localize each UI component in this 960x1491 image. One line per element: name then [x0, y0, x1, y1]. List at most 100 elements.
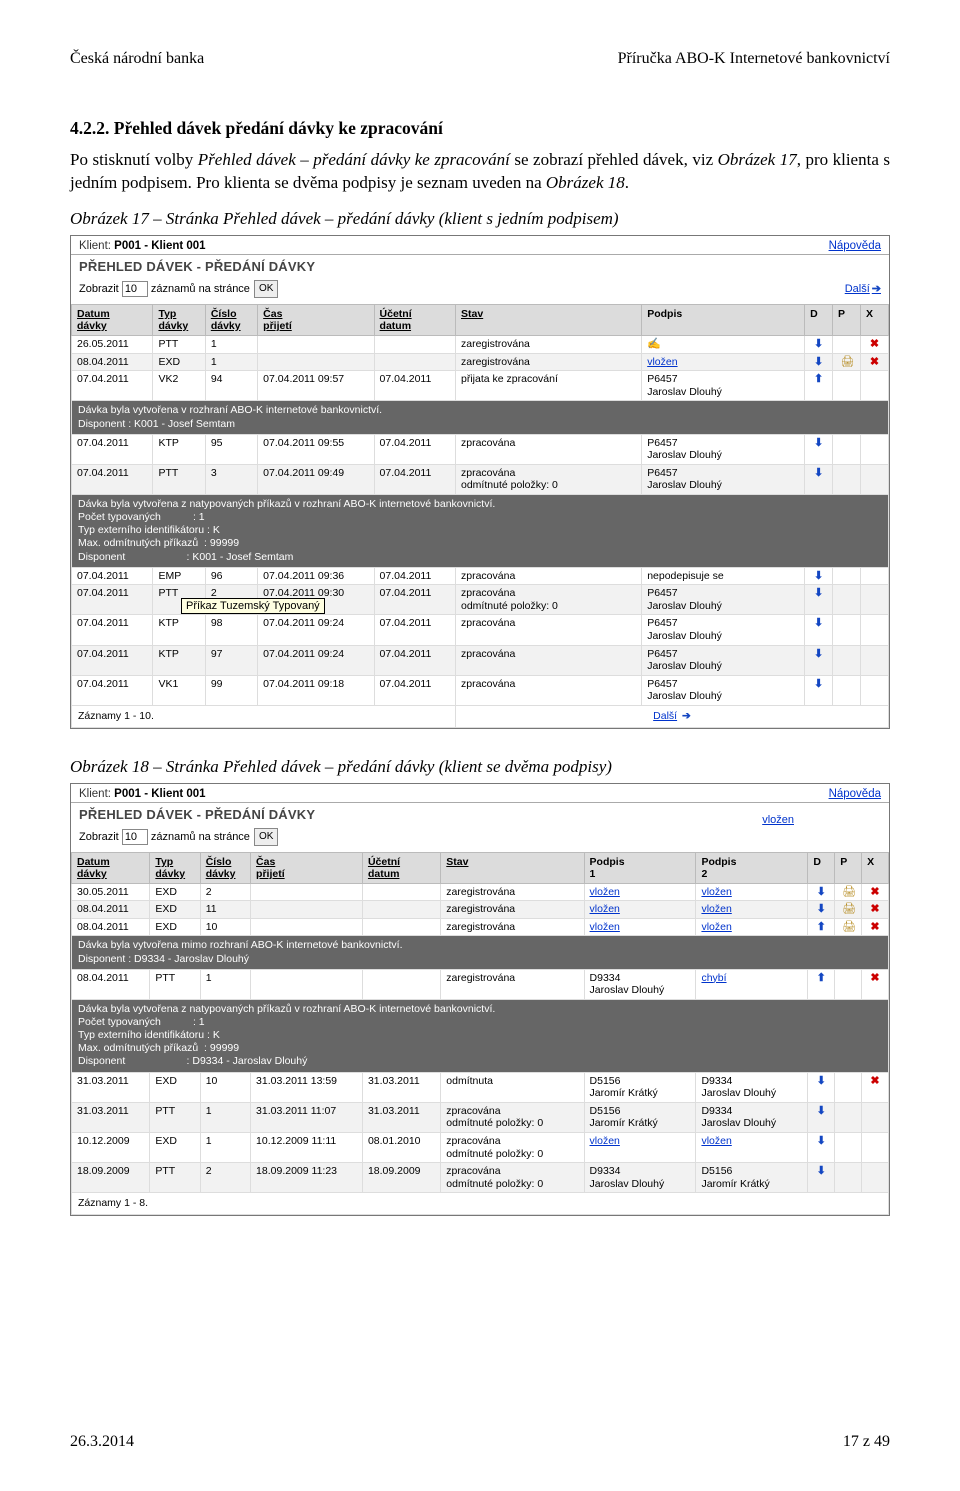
- upload-button[interactable]: ⬆: [808, 969, 835, 999]
- column-header[interactable]: D: [808, 852, 835, 883]
- cell-link[interactable]: vložen: [590, 886, 620, 898]
- delete-button[interactable]: ✖: [862, 883, 889, 901]
- column-header[interactable]: Podpis2: [696, 852, 808, 883]
- column-header[interactable]: Časpřijetí: [251, 852, 363, 883]
- column-header[interactable]: Stav: [441, 852, 584, 883]
- table-cell: vložen: [642, 353, 805, 371]
- help-link[interactable]: Nápověda: [829, 240, 881, 252]
- column-header[interactable]: P: [833, 304, 861, 335]
- print-button[interactable]: 🖨: [835, 901, 862, 919]
- column-header[interactable]: P: [835, 852, 862, 883]
- column-header[interactable]: Typdávky: [153, 304, 205, 335]
- download-button[interactable]: ⬇: [808, 1163, 835, 1193]
- table-cell: [258, 336, 374, 354]
- upload-button[interactable]: ⬆: [805, 371, 833, 401]
- cell-link[interactable]: vložen: [590, 903, 620, 915]
- zaznamu-label: záznamů na stránce: [151, 831, 250, 843]
- column-header[interactable]: Datumdávky: [72, 304, 153, 335]
- download-button[interactable]: ⬇: [805, 353, 833, 371]
- download-button[interactable]: ⬇: [805, 464, 833, 494]
- footer-date: 26.3.2014: [70, 1433, 134, 1451]
- cell-link[interactable]: vložen: [701, 1135, 731, 1147]
- print-button[interactable]: 🖨: [835, 918, 862, 936]
- upload-icon: ⬆: [815, 921, 827, 933]
- cell-link[interactable]: vložen: [701, 921, 731, 933]
- table-cell: EXD: [150, 883, 200, 901]
- column-header[interactable]: Stav: [456, 304, 642, 335]
- table-cell: [251, 901, 363, 919]
- download-button[interactable]: ⬇: [805, 567, 833, 585]
- table-cell: zaregistrována: [456, 336, 642, 354]
- table-cell: P6457Jaroslav Dlouhý: [642, 464, 805, 494]
- next-page-link-bottom[interactable]: Další: [653, 710, 677, 722]
- help-link[interactable]: Nápověda: [829, 788, 881, 800]
- table-cell: 10.12.2009 11:11: [251, 1132, 363, 1162]
- upload-button[interactable]: ⬆: [808, 918, 835, 936]
- cell-link[interactable]: vložen: [590, 921, 620, 933]
- table-cell: 07.04.2011 09:49: [258, 464, 374, 494]
- download-button[interactable]: ⬇: [805, 675, 833, 705]
- column-header[interactable]: Podpis1: [584, 852, 696, 883]
- download-button[interactable]: ⬇: [805, 585, 833, 615]
- cell-link[interactable]: vložen: [590, 1135, 620, 1147]
- column-header[interactable]: Číslodávky: [200, 852, 250, 883]
- download-button[interactable]: ⬇: [808, 1072, 835, 1102]
- column-header[interactable]: Typdávky: [150, 852, 200, 883]
- delete-button[interactable]: ✖: [860, 336, 888, 354]
- arrow-right-icon: ➔: [872, 283, 881, 295]
- download-button[interactable]: ⬇: [808, 883, 835, 901]
- records-per-page-input[interactable]: [122, 281, 148, 297]
- download-button[interactable]: ⬇: [805, 434, 833, 464]
- print-button[interactable]: 🖨: [833, 353, 861, 371]
- signature-icon[interactable]: ✍: [647, 338, 659, 350]
- delete-button[interactable]: ✖: [862, 901, 889, 919]
- download-button[interactable]: ⬇: [805, 615, 833, 645]
- cell-link[interactable]: chybí: [701, 972, 726, 984]
- ok-button[interactable]: OK: [254, 828, 278, 846]
- table-cell: EXD: [150, 918, 200, 936]
- records-per-page-input[interactable]: [122, 829, 148, 845]
- column-header[interactable]: X: [862, 852, 889, 883]
- column-header[interactable]: Účetnídatum: [362, 852, 440, 883]
- floating-vlozen-link[interactable]: vložen: [762, 814, 794, 826]
- next-page-link[interactable]: Další➔: [845, 282, 881, 295]
- download-button[interactable]: ⬇: [808, 901, 835, 919]
- delete-button[interactable]: ✖: [860, 353, 888, 371]
- column-header[interactable]: X: [860, 304, 888, 335]
- download-button[interactable]: ⬇: [808, 1102, 835, 1132]
- table-cell: 1: [205, 336, 257, 354]
- cell-link[interactable]: vložen: [701, 886, 731, 898]
- info-row: Dávka byla vytvořena v rozhraní ABO-K in…: [72, 401, 889, 434]
- delete-button[interactable]: ✖: [862, 1072, 889, 1102]
- download-button[interactable]: ⬇: [805, 645, 833, 675]
- download-button[interactable]: ⬇: [805, 336, 833, 354]
- table-cell: PTT: [150, 1163, 200, 1193]
- download-icon: ⬇: [813, 467, 825, 479]
- print-button[interactable]: 🖨: [835, 883, 862, 901]
- section-heading: 4.2.2. Přehled dávek předání dávky ke zp…: [70, 118, 890, 139]
- column-header[interactable]: Číslodávky: [205, 304, 257, 335]
- ok-button[interactable]: OK: [254, 280, 278, 298]
- table-cell: P6457Jaroslav Dlouhý: [642, 371, 805, 401]
- klient-value: P001 - Klient 001: [114, 788, 205, 800]
- column-header[interactable]: D: [805, 304, 833, 335]
- table-footer-count: Záznamy 1 - 10.: [72, 705, 456, 727]
- download-button[interactable]: ⬇: [808, 1132, 835, 1162]
- delete-button[interactable]: ✖: [862, 969, 889, 999]
- header-left: Česká národní banka: [70, 50, 204, 68]
- column-header[interactable]: Podpis: [642, 304, 805, 335]
- cell-link[interactable]: vložen: [647, 356, 677, 368]
- klient-value: P001 - Klient 001: [114, 240, 205, 252]
- figure-caption-17: Obrázek 17 – Stránka Přehled dávek – pře…: [70, 209, 890, 229]
- cell-link[interactable]: vložen: [701, 903, 731, 915]
- download-icon: ⬇: [813, 678, 825, 690]
- info-row: Dávka byla vytvořena z natypovaných přík…: [72, 495, 889, 568]
- column-header[interactable]: Časpřijetí: [258, 304, 374, 335]
- column-header[interactable]: Účetnídatum: [374, 304, 455, 335]
- table-row: 07.04.2011KTP9807.04.2011 09:2407.04.201…: [72, 615, 889, 645]
- delete-icon: ✖: [868, 338, 880, 350]
- footer-page-num: 17 z 49: [843, 1433, 890, 1451]
- column-header[interactable]: Datumdávky: [72, 852, 150, 883]
- delete-button[interactable]: ✖: [862, 918, 889, 936]
- download-icon: ⬇: [815, 1165, 827, 1177]
